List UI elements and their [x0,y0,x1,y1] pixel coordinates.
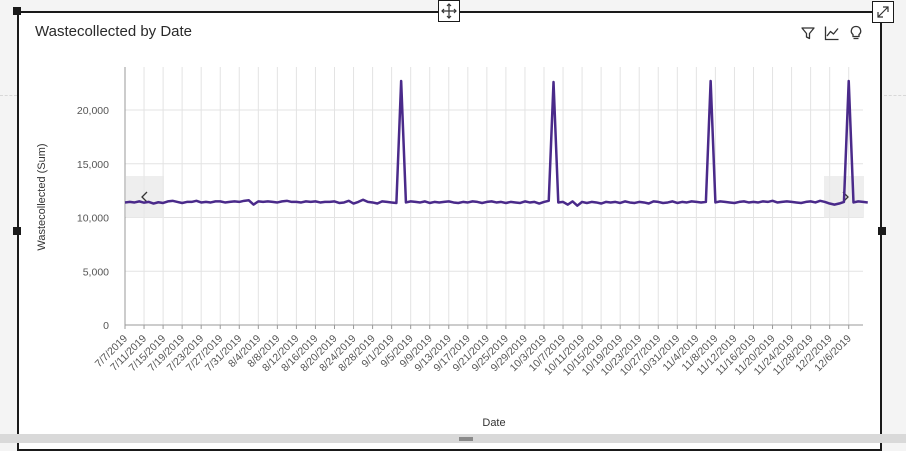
lightbulb-icon[interactable] [848,25,864,41]
widget-toolbar [800,25,864,41]
filter-icon[interactable] [800,25,816,41]
move-arrows-icon [441,3,457,19]
y-tick-label: 0 [103,320,109,332]
resize-handle-top-left[interactable] [13,7,21,15]
chevron-left-icon [141,191,148,203]
move-handle[interactable] [438,0,460,22]
y-tick-label: 5,000 [83,266,109,278]
series-line [124,79,868,207]
horizontal-scrollbar[interactable] [0,434,906,443]
resize-handle-left[interactable] [13,227,21,235]
y-axis-title: Wastecollected (Sum) [36,143,48,250]
expand-icon [877,6,889,18]
y-tick-label: 15,000 [77,159,109,171]
y-tick-label: 10,000 [77,213,109,225]
resize-handle-right[interactable] [878,227,886,235]
background-guide-left [0,95,17,96]
scrollbar-grip[interactable] [459,437,473,441]
y-tick-label: 20,000 [77,105,109,117]
previous-page-button[interactable] [126,176,164,218]
background-guide-right [884,95,906,96]
chart-title: Wastecollected by Date [35,23,193,40]
chart-widget[interactable]: Wastecollected by Date [17,11,882,451]
trend-line-icon[interactable] [824,25,840,41]
expand-button[interactable] [872,1,894,23]
x-axis-title: Date [482,417,505,429]
